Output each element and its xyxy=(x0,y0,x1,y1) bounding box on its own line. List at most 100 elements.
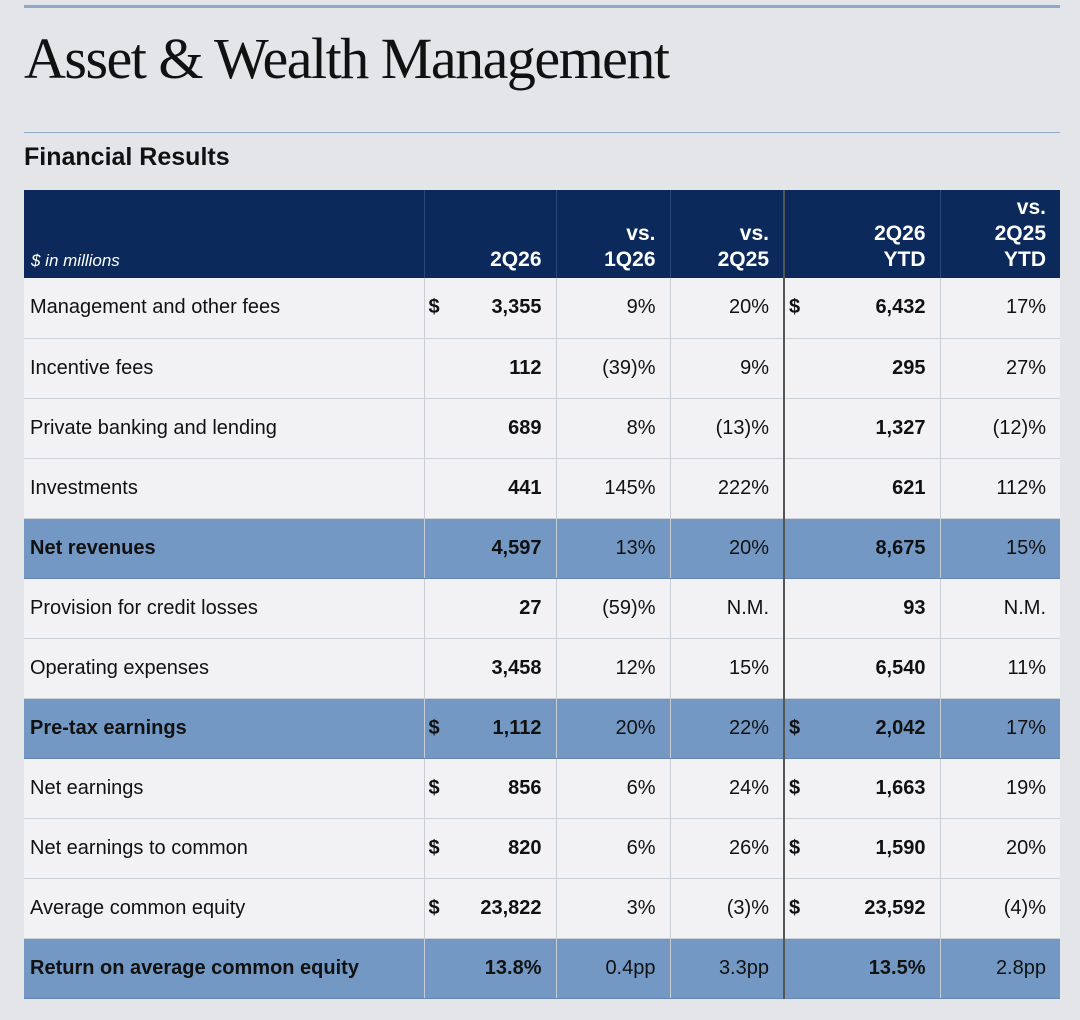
header-vs-2q25: vs. 2Q25 xyxy=(669,190,784,278)
currency-symbol: $ xyxy=(423,758,444,819)
table-row: Provision for credit losses 27 (59)% N.M. 93… xyxy=(24,578,1060,639)
currency-symbol-ytd xyxy=(783,338,804,399)
value-vs-2q25-ytd: 112% xyxy=(939,458,1060,519)
header-spacer-ytd xyxy=(783,190,804,278)
currency-symbol xyxy=(423,458,444,519)
value-vs-1q26: 3% xyxy=(555,878,670,939)
value-vs-2q25: 3.3pp xyxy=(669,938,784,999)
value-2q26-ytd: 295 xyxy=(804,338,940,399)
row-label: Pre-tax earnings xyxy=(24,698,424,759)
value-2q26-ytd: 6,540 xyxy=(804,638,940,699)
value-vs-2q25: 26% xyxy=(669,818,784,879)
table-row: Net earnings to common $820 6% 26% $1,590 20% xyxy=(24,818,1060,879)
value-2q26: 13.8% xyxy=(444,938,556,999)
row-label: Average common equity xyxy=(24,878,424,939)
currency-symbol-ytd xyxy=(783,578,804,639)
currency-symbol-ytd: $ xyxy=(783,818,804,879)
value-2q26: 3,458 xyxy=(444,638,556,699)
value-vs-1q26: 8% xyxy=(555,398,670,459)
value-2q26-ytd: 2,042 xyxy=(804,698,940,759)
currency-symbol-ytd: $ xyxy=(783,698,804,759)
currency-symbol xyxy=(423,578,444,639)
currency-symbol-ytd xyxy=(783,938,804,999)
table-row: Management and other fees $3,355 9% 20% $6,4… xyxy=(24,278,1060,339)
top-rule xyxy=(24,5,1060,8)
value-vs-1q26: 0.4pp xyxy=(555,938,670,999)
value-2q26: 689 xyxy=(444,398,556,459)
table-body: Management and other fees $3,355 9% 20% $6,4… xyxy=(24,278,1060,999)
row-label: Net earnings xyxy=(24,758,424,819)
currency-symbol-ytd xyxy=(783,458,804,519)
value-vs-1q26: 6% xyxy=(555,758,670,819)
value-2q26: 4,597 xyxy=(444,518,556,579)
section-rule xyxy=(24,132,1060,133)
value-2q26: 820 xyxy=(444,818,556,879)
value-vs-2q25-ytd: N.M. xyxy=(939,578,1060,639)
value-vs-2q25: (3)% xyxy=(669,878,784,939)
header-2q26: 2Q26 xyxy=(490,248,542,271)
value-vs-2q25: N.M. xyxy=(669,578,784,639)
table-row: Return on average common equity 13.8% 0.4p… xyxy=(24,938,1060,999)
value-2q26-ytd: 93 xyxy=(804,578,940,639)
currency-symbol xyxy=(423,938,444,999)
value-2q26-ytd: 621 xyxy=(804,458,940,519)
row-label: Net revenues xyxy=(24,518,424,579)
currency-symbol xyxy=(423,638,444,699)
value-2q26: 856 xyxy=(444,758,556,819)
value-vs-2q25: 20% xyxy=(669,518,784,579)
value-vs-1q26: 13% xyxy=(555,518,670,579)
value-vs-1q26: (59)% xyxy=(555,578,670,639)
value-2q26-ytd: 1,327 xyxy=(804,398,940,459)
currency-symbol xyxy=(423,338,444,399)
value-2q26: 441 xyxy=(444,458,556,519)
row-label: Private banking and lending xyxy=(24,398,424,459)
value-2q26: 27 xyxy=(444,578,556,639)
value-vs-2q25-ytd: 17% xyxy=(939,698,1060,759)
currency-symbol-ytd: $ xyxy=(783,758,804,819)
row-label: Net earnings to common xyxy=(24,818,424,879)
value-vs-1q26: 20% xyxy=(555,698,670,759)
row-label: Incentive fees xyxy=(24,338,424,399)
currency-symbol-ytd xyxy=(783,518,804,579)
value-2q26-ytd: 1,663 xyxy=(804,758,940,819)
row-label: Investments xyxy=(24,458,424,519)
currency-symbol-ytd: $ xyxy=(783,878,804,939)
value-vs-1q26: 12% xyxy=(555,638,670,699)
header-vs-1q26: vs. 1Q26 xyxy=(555,190,670,278)
table-row: Net earnings $856 6% 24% $1,663 19% xyxy=(24,758,1060,819)
page-title: Asset & Wealth Management xyxy=(24,26,670,91)
table-row: Incentive fees 112 (39)% 9% 295 27% xyxy=(24,338,1060,399)
header-vs-2q25-ytd: vs. 2Q25 YTD xyxy=(939,190,1060,278)
value-vs-2q25-ytd: 20% xyxy=(939,818,1060,879)
value-2q26: 3,355 xyxy=(444,278,556,339)
value-vs-1q26: (39)% xyxy=(555,338,670,399)
value-vs-2q25: 22% xyxy=(669,698,784,759)
currency-symbol: $ xyxy=(423,878,444,939)
table-row: Average common equity $23,822 3% (3)% $23,59… xyxy=(24,878,1060,939)
value-vs-2q25-ytd: 17% xyxy=(939,278,1060,339)
value-vs-2q25: 20% xyxy=(669,278,784,339)
table-row: Operating expenses 3,458 12% 15% 6,540 11% xyxy=(24,638,1060,699)
currency-symbol-ytd xyxy=(783,398,804,459)
table-row: Investments 441 145% 222% 621 112% xyxy=(24,458,1060,519)
currency-symbol xyxy=(423,518,444,579)
value-vs-1q26: 9% xyxy=(555,278,670,339)
value-vs-2q25: 24% xyxy=(669,758,784,819)
value-2q26-ytd: 6,432 xyxy=(804,278,940,339)
currency-symbol: $ xyxy=(423,698,444,759)
value-vs-2q25-ytd: 27% xyxy=(939,338,1060,399)
value-vs-2q25: 222% xyxy=(669,458,784,519)
value-2q26-ytd: 1,590 xyxy=(804,818,940,879)
value-vs-2q25-ytd: 19% xyxy=(939,758,1060,819)
row-label: Provision for credit losses xyxy=(24,578,424,639)
units-label: $ in millions xyxy=(31,251,120,270)
value-vs-2q25-ytd: 11% xyxy=(939,638,1060,699)
table-row: Net revenues 4,597 13% 20% 8,675 15% xyxy=(24,518,1060,579)
currency-symbol: $ xyxy=(423,818,444,879)
currency-symbol-ytd: $ xyxy=(783,278,804,339)
value-vs-2q25-ytd: 2.8pp xyxy=(939,938,1060,999)
value-2q26: 112 xyxy=(444,338,556,399)
value-vs-2q25-ytd: (4)% xyxy=(939,878,1060,939)
table-row: Private banking and lending 689 8% (13)% 1,3… xyxy=(24,398,1060,459)
value-2q26-ytd: 13.5% xyxy=(804,938,940,999)
